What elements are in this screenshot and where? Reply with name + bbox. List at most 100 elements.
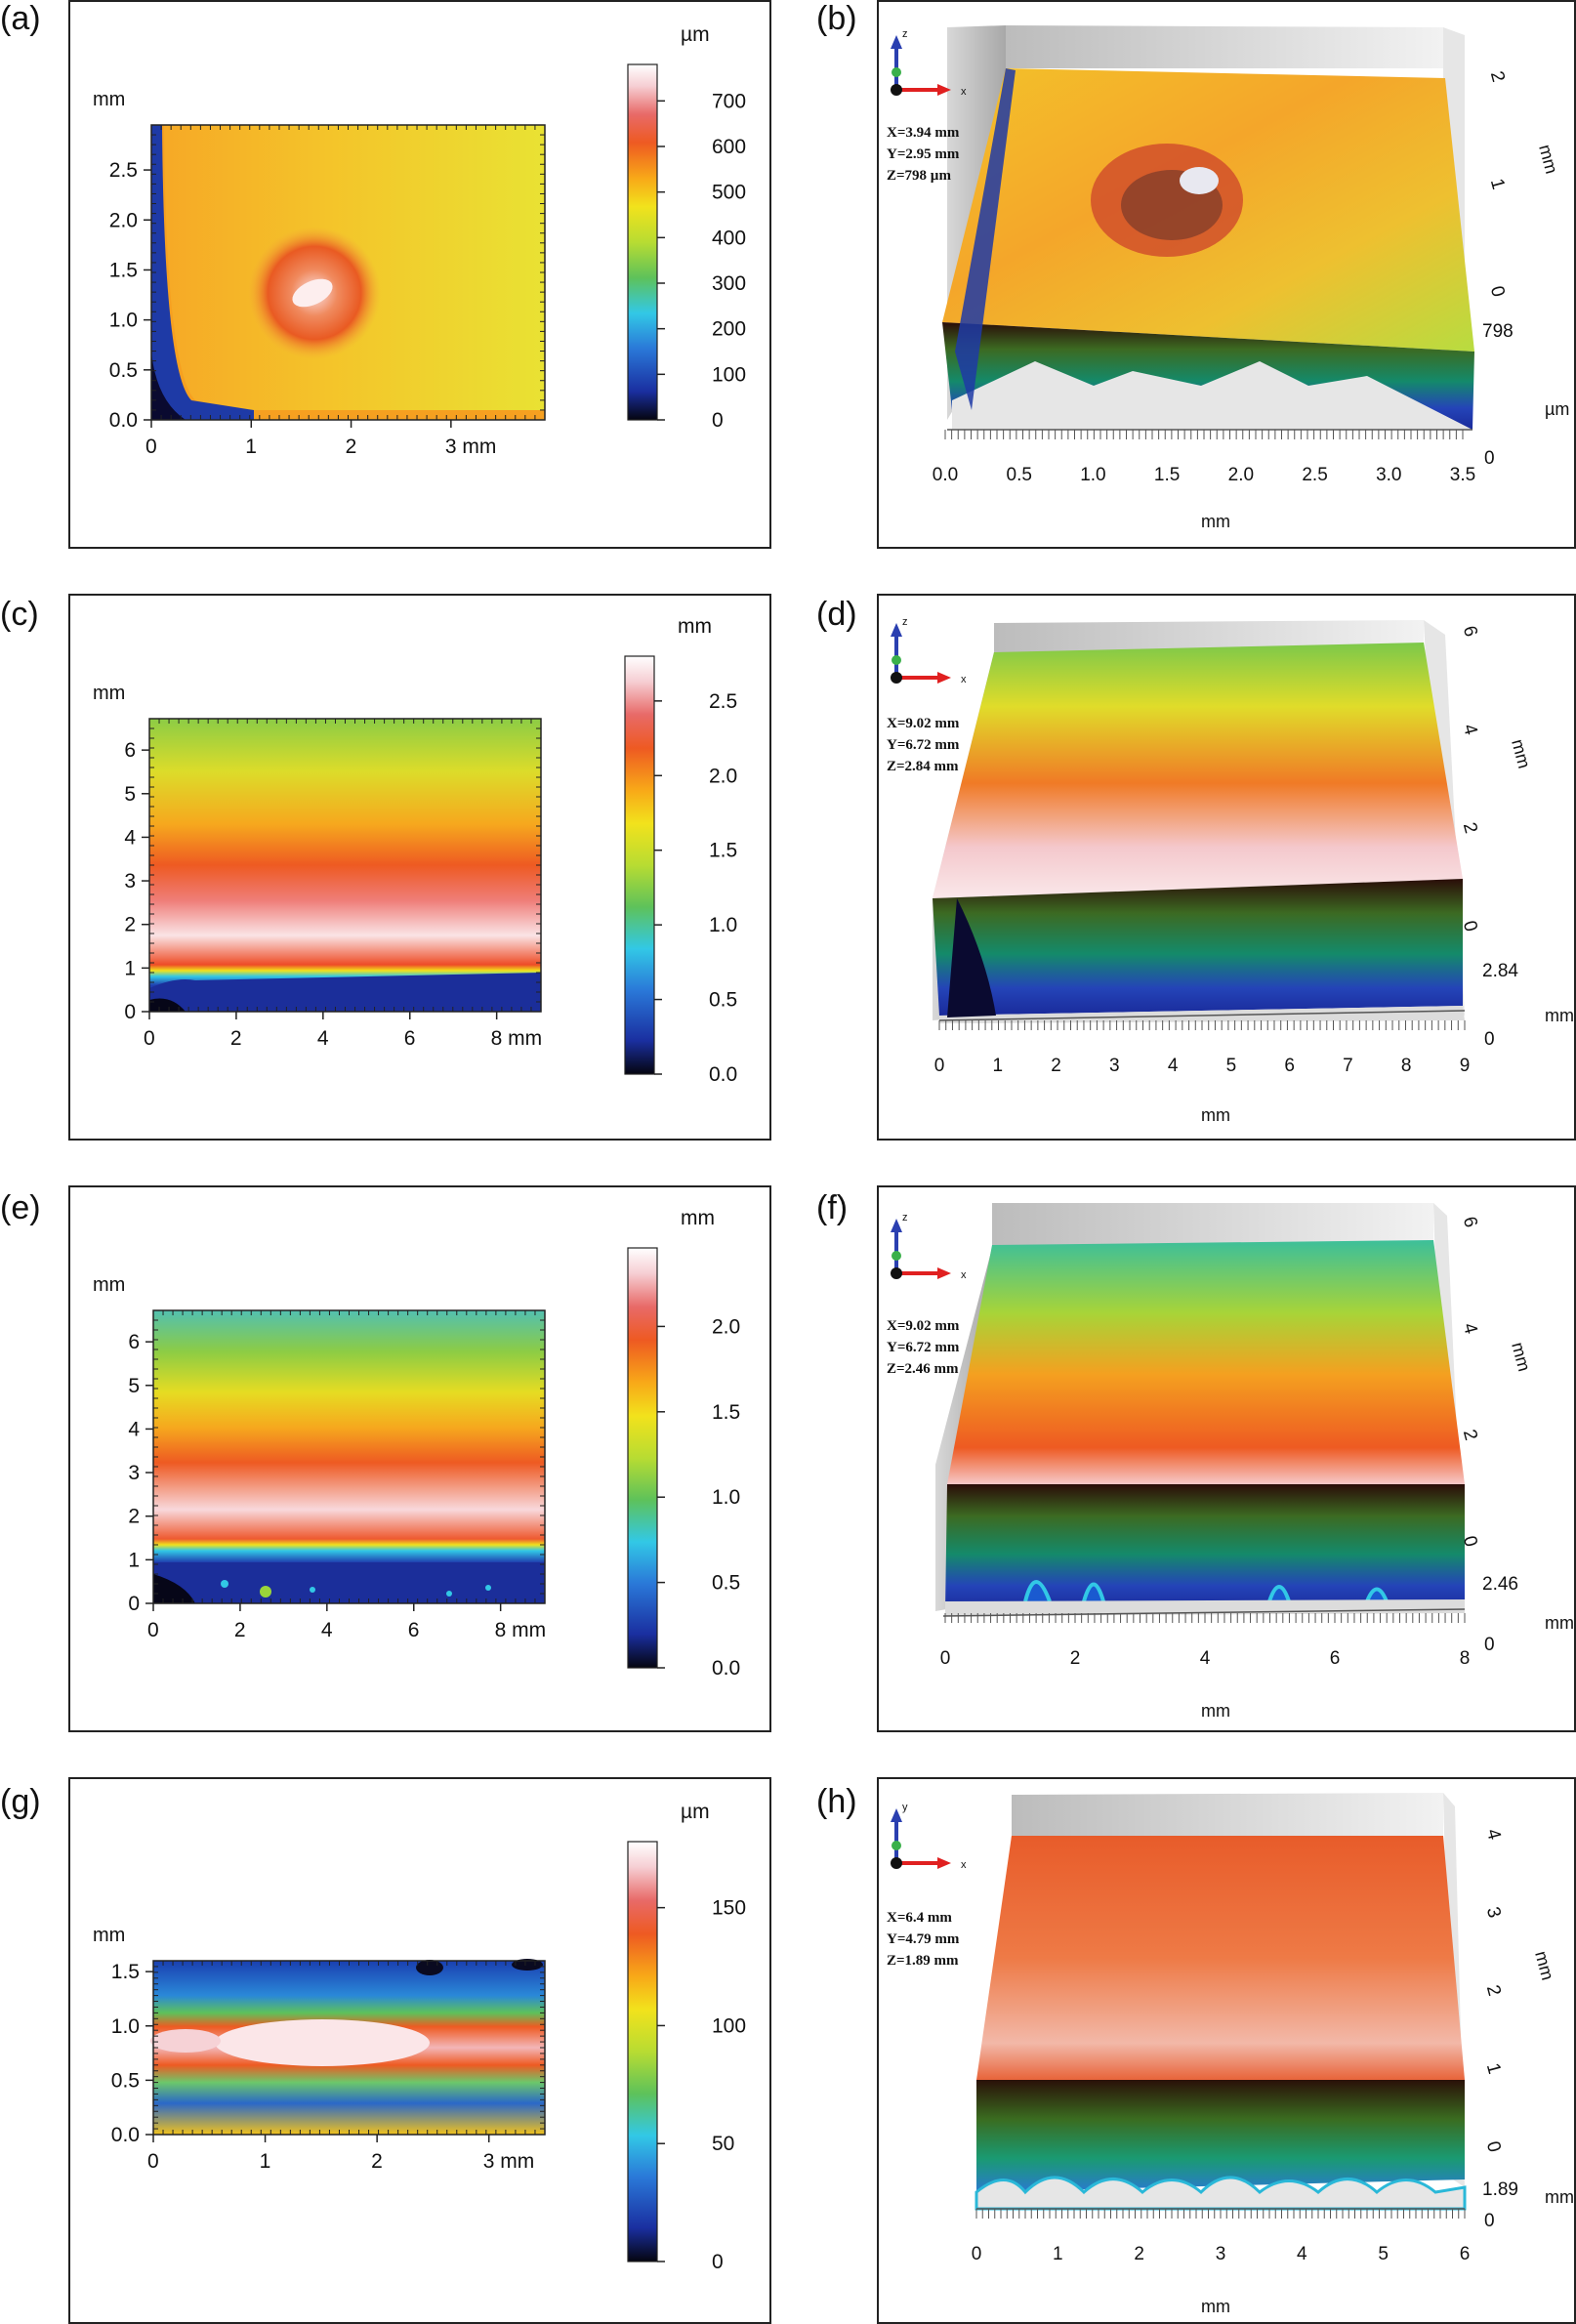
- colorbar-c: [624, 655, 655, 1075]
- y-tick-label-f: 6: [1459, 1215, 1481, 1230]
- y-tick-label-d: 2: [1459, 820, 1481, 836]
- x-tick-label-c: 2: [230, 1027, 242, 1050]
- y-axis-unit-e: mm: [93, 1274, 125, 1296]
- colorbar-tick-label-a: 200: [712, 318, 746, 341]
- panel-c-heatmap: [149, 719, 541, 1012]
- x-tick-label-b: 1.0: [1080, 465, 1105, 485]
- y-tick-label-b: 2: [1486, 69, 1509, 85]
- y-tick-label-b: 1: [1486, 177, 1509, 192]
- coordinate-readout-b: Y=2.95 mm: [887, 146, 960, 162]
- panel-label-g: (g): [0, 1783, 41, 1820]
- y-axis-dot-icon: [892, 655, 901, 665]
- x-tick-label-f: 2: [1070, 1648, 1081, 1669]
- y-tick-label-e: 6: [128, 1331, 140, 1353]
- colorbar-tick-label-e: 1.0: [712, 1486, 740, 1509]
- x-arrowhead-icon: [937, 84, 951, 96]
- x-tick-label-c: 4: [317, 1027, 329, 1050]
- x-tick-label-c: 6: [404, 1027, 416, 1050]
- z-unit-label-f: mm: [1545, 1613, 1574, 1633]
- y-tick-label-e: 4: [128, 1418, 140, 1440]
- colorbar-tick-label-e: 0.0: [712, 1657, 740, 1680]
- colorbar-tick-label-a: 400: [712, 227, 746, 249]
- y-tick-label-e: 0: [128, 1593, 140, 1615]
- x-tick-label-h: 6: [1460, 2244, 1471, 2264]
- z-max-label-f: 2.46: [1482, 1574, 1518, 1595]
- y-tick-label-d: 0: [1459, 919, 1481, 934]
- y-axis-unit-c: mm: [93, 683, 125, 704]
- y-tick-label-c: 0: [124, 1001, 136, 1023]
- panel-a-heatmap: [151, 125, 545, 420]
- y-tick-label-e: 5: [128, 1375, 140, 1397]
- x-tick-label-g: 2: [371, 2150, 383, 2173]
- colorbar-tick-label-a: 600: [712, 136, 746, 158]
- x-arrowhead-icon: [937, 1857, 951, 1869]
- x-glyph-b: x: [961, 86, 967, 98]
- coordinate-readout-b: Z=798 µm: [887, 168, 951, 184]
- y-tick-label-a: 1.0: [109, 310, 138, 332]
- y-tick-label-c: 6: [124, 739, 136, 762]
- panel-label-a: (a): [0, 0, 41, 37]
- heatmap-axes: 0 1 2 3 mm 0.0 0.5 1.0 1.5 2.0 2.5 mm 0 2 4 6 8 mm 0 1 2 3 4…: [93, 89, 546, 2173]
- panel-d-surface: [933, 620, 1466, 1023]
- z-arrowhead-icon: [891, 1219, 902, 1232]
- x-tick-label-d: 2: [1051, 1056, 1061, 1076]
- z-glyph-b: z: [902, 28, 908, 40]
- coordinate-readout-h: Y=4.79 mm: [887, 1931, 960, 1947]
- colorbar-tick-label-a: 500: [712, 182, 746, 204]
- panel-b-surface: [942, 25, 1474, 431]
- y-axis-label-h: mm: [1531, 1949, 1557, 1982]
- colorbar-tick-label-g: 0: [712, 2251, 724, 2273]
- z-arrowhead-icon: [891, 1808, 902, 1822]
- origin-dot-icon: [891, 1857, 902, 1869]
- y-tick-label-h: 2: [1482, 1983, 1505, 1999]
- x-tick-label-f: 0: [940, 1648, 951, 1669]
- y-axis-dot-icon: [892, 1841, 901, 1850]
- x-tick-label-e: 0: [147, 1619, 159, 1641]
- x-arrowhead-icon: [937, 672, 951, 684]
- y-tick-label-c: 1: [124, 957, 136, 979]
- z-zero-label-f: 0: [1484, 1635, 1495, 1655]
- colorbars: µm0100200300400500600700mm0.00.51.01.52.…: [624, 23, 746, 2273]
- x-tick-label-d: 6: [1284, 1056, 1295, 1076]
- y-tick-label-a: 0.5: [109, 359, 138, 382]
- y-tick-label-a: 0.0: [109, 409, 138, 432]
- z-zero-label-d: 0: [1484, 1029, 1495, 1050]
- y-axis-label-d: mm: [1508, 737, 1534, 770]
- y-tick-label-a: 2.5: [109, 159, 138, 182]
- y-axis-unit-a: mm: [93, 89, 125, 110]
- colorbar-tick-label-g: 50: [712, 2133, 734, 2155]
- x-tick-label-g: 3 mm: [483, 2150, 535, 2173]
- panel-h-surface: [975, 1793, 1467, 2211]
- y-tick-label-c: 3: [124, 870, 136, 892]
- y-tick-label-f: 0: [1459, 1534, 1481, 1550]
- colorbar-tick-label-c: 0.0: [709, 1063, 737, 1086]
- x-tick-label-b: 2.5: [1302, 465, 1327, 485]
- x-tick-label-b: 3.0: [1376, 465, 1401, 485]
- x-axis-label-b: mm: [1201, 512, 1230, 531]
- x-tick-label-d: 7: [1343, 1056, 1353, 1076]
- x-tick-label-d: 4: [1168, 1056, 1179, 1076]
- x-axis-label-h: mm: [1201, 2297, 1230, 2316]
- colorbar-tick-label-a: 700: [712, 90, 746, 112]
- x-tick-label-d: 9: [1460, 1056, 1471, 1076]
- y-tick-label-e: 3: [128, 1462, 140, 1484]
- x-tick-label-g: 0: [147, 2150, 159, 2173]
- z-arrowhead-icon: [891, 623, 902, 637]
- x-tick-label-d: 5: [1226, 1056, 1237, 1076]
- colorbar-unit-g: µm: [681, 1801, 710, 1823]
- x-tick-label-h: 3: [1216, 2244, 1226, 2264]
- panel-label-d: (d): [816, 596, 857, 633]
- x-tick-label-a: 0: [145, 436, 157, 458]
- x-tick-label-g: 1: [260, 2150, 271, 2173]
- origin-dot-icon: [891, 84, 902, 96]
- x-tick-label-d: 1: [992, 1056, 1003, 1076]
- z-glyph-f: z: [902, 1212, 908, 1224]
- x-glyph-d: x: [961, 674, 967, 685]
- origin-dot-icon: [891, 1267, 902, 1279]
- coordinate-readout-b: X=3.94 mm: [887, 125, 960, 141]
- colorbar-unit-a: µm: [681, 23, 710, 46]
- surface-axes: 0.0 0.5 1.0 1.5 2.0 2.5 3.0 3.5mm012mm798µm0xzX…: [887, 28, 1574, 2316]
- x-tick-label-e: 6: [408, 1619, 420, 1641]
- panel-label-c: (c): [0, 596, 39, 633]
- x-tick-label-b: 3.5: [1450, 465, 1475, 485]
